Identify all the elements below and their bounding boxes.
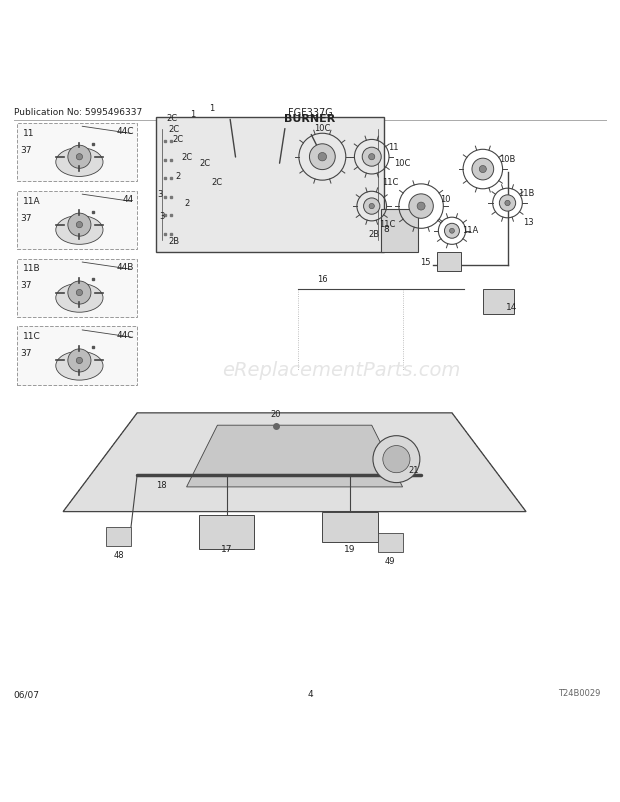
Ellipse shape [56,352,103,381]
Polygon shape [187,426,402,488]
Text: 16: 16 [317,275,327,284]
Text: 15: 15 [420,257,430,267]
Text: BURNER: BURNER [285,115,335,124]
Text: Publication No: 5995496337: Publication No: 5995496337 [14,108,142,117]
Polygon shape [63,413,526,512]
Circle shape [362,148,381,167]
Ellipse shape [56,217,103,245]
Circle shape [68,146,91,169]
Bar [106,528,131,546]
Text: 11A: 11A [463,225,479,234]
Text: 10: 10 [441,195,451,204]
Text: 10C: 10C [394,159,411,168]
Circle shape [76,290,82,296]
Circle shape [309,144,335,170]
Bar [17,124,137,182]
Text: 1: 1 [208,103,214,112]
Text: 11A: 11A [23,196,41,205]
Circle shape [68,214,91,237]
Text: 19: 19 [344,544,356,553]
Bar [17,192,137,250]
Text: 37: 37 [20,349,32,358]
Circle shape [373,436,420,483]
Text: 2C: 2C [182,153,193,162]
Circle shape [505,201,510,206]
Text: 11B: 11B [518,188,534,197]
Text: 3: 3 [159,212,164,221]
Text: 37: 37 [20,281,32,290]
Text: 17: 17 [221,544,232,553]
Text: 2C: 2C [169,125,180,134]
Bar [156,117,384,253]
Text: 44C: 44C [117,330,134,339]
Text: 37: 37 [20,145,32,155]
Ellipse shape [56,148,103,177]
Text: 11C: 11C [382,178,399,187]
Text: 21: 21 [409,466,419,475]
Text: 14: 14 [507,303,518,312]
Text: 8: 8 [384,225,389,234]
Text: 1: 1 [190,110,195,119]
Text: T24B0029: T24B0029 [558,688,600,697]
Text: 11B: 11B [23,264,41,273]
Circle shape [499,196,516,212]
Bar [378,533,402,552]
Circle shape [363,199,380,215]
Bar [483,290,514,314]
Bar [17,327,137,386]
Circle shape [479,166,486,173]
Text: 11: 11 [23,128,35,137]
Circle shape [445,224,459,239]
Text: 13: 13 [523,217,534,227]
Text: 2C: 2C [166,114,177,124]
Circle shape [76,358,82,364]
Text: 44B: 44B [117,262,134,271]
Text: 18: 18 [157,480,167,489]
Bar [322,512,378,543]
Circle shape [369,155,375,160]
Text: 2B: 2B [369,230,380,239]
Text: 2: 2 [175,172,180,180]
Text: 2C: 2C [200,159,211,168]
Circle shape [76,222,82,229]
Text: 2B: 2B [169,237,180,245]
Circle shape [369,205,374,209]
Circle shape [68,350,91,372]
Text: 48: 48 [113,550,124,559]
Bar [17,259,137,318]
Bar [199,515,254,549]
Circle shape [318,153,327,162]
Text: 37: 37 [20,213,32,222]
Text: 11: 11 [388,142,399,152]
Text: 4: 4 [307,689,313,698]
Bar [436,253,461,272]
Bar [381,210,418,253]
Text: eReplacementParts.com: eReplacementParts.com [222,361,460,379]
Text: 06/07: 06/07 [14,689,40,698]
Text: FGF337G: FGF337G [288,108,332,118]
Circle shape [76,155,82,160]
Text: 49: 49 [385,557,396,565]
Text: 2C: 2C [212,178,223,187]
Circle shape [417,203,425,211]
Text: 10C: 10C [314,124,330,133]
Text: 3: 3 [157,190,163,199]
Circle shape [68,282,91,305]
Circle shape [383,446,410,473]
Circle shape [409,195,433,219]
Text: 2C: 2C [172,135,184,144]
Text: 44: 44 [123,195,134,204]
Text: 2: 2 [184,199,189,209]
Text: 11C: 11C [379,220,396,229]
Circle shape [450,229,454,234]
Ellipse shape [56,284,103,313]
Text: 10B: 10B [499,155,516,164]
Text: 11C: 11C [23,332,41,341]
Circle shape [472,159,494,180]
Text: 44C: 44C [117,127,134,136]
Text: 20: 20 [271,409,281,419]
